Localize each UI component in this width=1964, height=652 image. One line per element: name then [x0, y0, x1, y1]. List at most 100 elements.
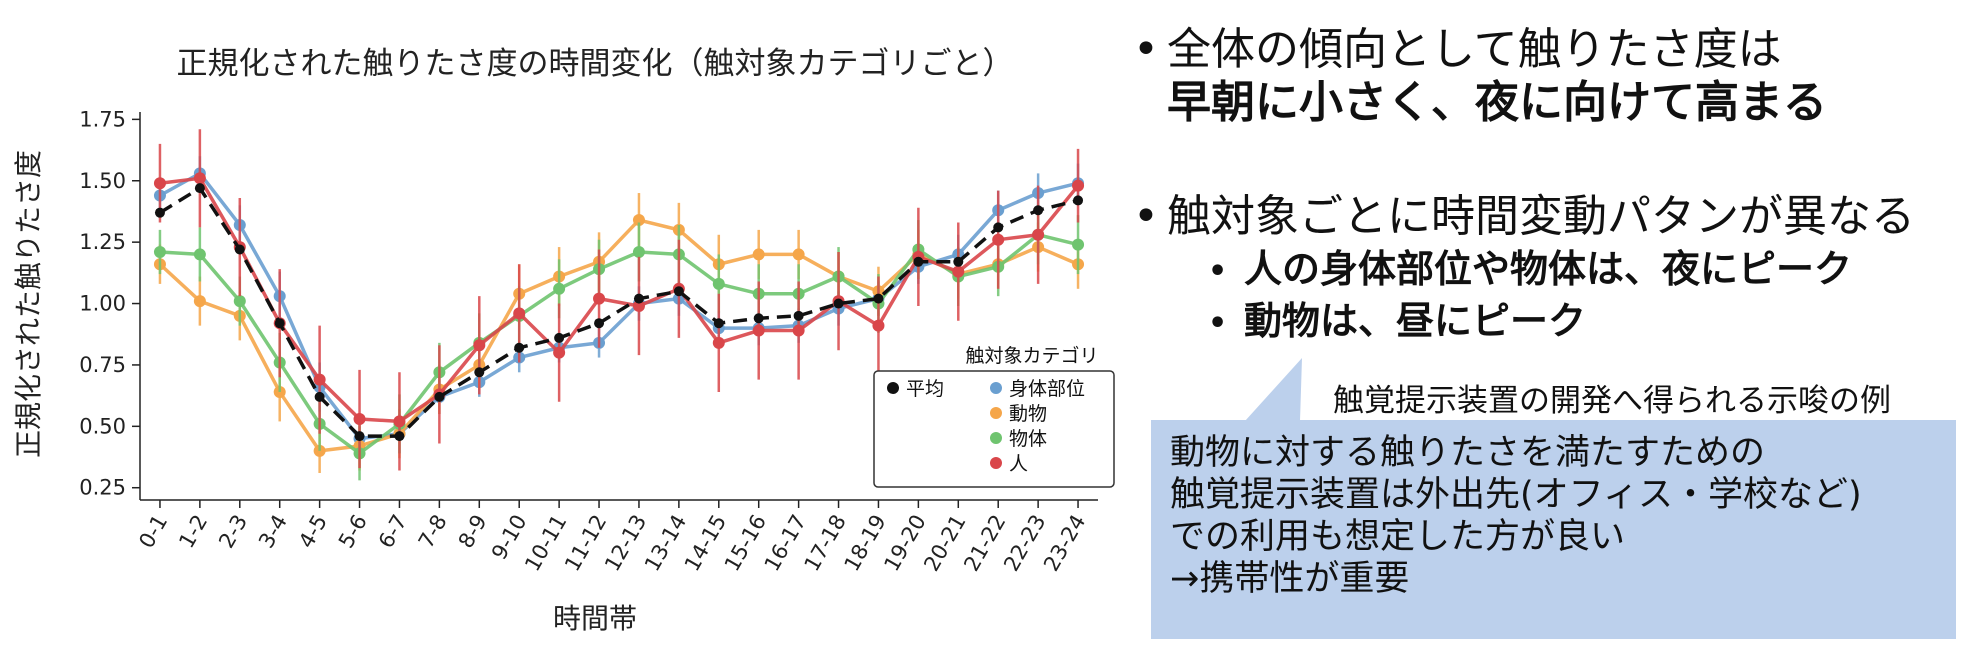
mean-point: [633, 293, 644, 304]
x-axis-label: 時間帯: [553, 602, 637, 635]
sub-bullet-2-text: 動物は、昼にピーク: [1244, 299, 1587, 343]
sub-bullet-1-text: 人の身体部位や物体は、夜にピーク: [1244, 247, 1853, 291]
mean-point: [913, 256, 924, 267]
x-tick-label: 1-2: [174, 511, 212, 553]
data-point: [1072, 238, 1085, 251]
x-tick-label: 3-4: [254, 511, 292, 553]
mean-point: [154, 207, 165, 218]
data-point: [792, 248, 805, 261]
legend-entry-身体部位: 身体部位: [990, 378, 1085, 400]
data-point: [393, 415, 406, 428]
legend-entry-動物: 動物: [990, 403, 1047, 425]
data-point: [153, 177, 166, 190]
sub-bullet-1: • 人の身体部位や物体は、夜にピーク: [1208, 247, 1852, 293]
callout-line-1: 動物に対する触りたさを満たすための: [1170, 433, 1766, 473]
data-point: [712, 277, 725, 290]
axes: 0.25 0.50 0.75 1.00 1.25 1.50 1.75 0-1 1-2 2-3 3-4…: [79, 107, 1098, 575]
legend-label: 物体: [1009, 428, 1047, 450]
series-mean: [154, 183, 1084, 442]
bullet-glyph: •: [1133, 191, 1159, 242]
data-point: [473, 339, 486, 352]
x-tick-label: 2-3: [214, 511, 252, 553]
mean-point: [274, 318, 285, 329]
data-point: [752, 248, 765, 261]
legend-label: 人: [1009, 453, 1028, 475]
legend-marker: [887, 382, 899, 394]
bullet-1-line-1: 全体の傾向として触りたさ度は: [1167, 24, 1782, 75]
mean-point: [194, 183, 205, 194]
data-point: [1072, 179, 1085, 192]
callout-text: 動物に対する触りたさを満たすための 触覚提示装置は外出先(オフィス・学校など) …: [1170, 432, 1862, 600]
bullet-2-text: 触対象ごとに時間変動パタンが異なる: [1167, 191, 1915, 242]
mean-point: [993, 222, 1004, 233]
data-point: [632, 214, 645, 227]
mean-point: [753, 313, 764, 324]
data-point: [792, 324, 805, 337]
mean-point: [234, 244, 245, 255]
legend-label: 平均: [906, 378, 944, 400]
legend-box: [873, 370, 1115, 488]
mean-point: [793, 310, 804, 321]
callout-box: [1151, 420, 1956, 639]
callout-line-4: →携帯性が重要: [1170, 559, 1410, 599]
mean-point: [1033, 205, 1044, 216]
x-tick-label: 6-7: [374, 511, 412, 553]
x-tick-label: 23-24: [1039, 511, 1090, 576]
mean-point: [434, 391, 445, 402]
data-point: [553, 346, 566, 359]
data-point: [992, 233, 1005, 246]
x-tick-label: 5-6: [334, 511, 372, 553]
legend-entry-人: 人: [990, 453, 1028, 475]
data-point: [632, 300, 645, 312]
legend-marker: [990, 432, 1002, 444]
data-point: [353, 412, 366, 425]
callout-line-2: 触覚提示装置は外出先(オフィス・学校など): [1170, 475, 1862, 515]
mean-point: [514, 342, 525, 353]
series-line: [159, 176, 1080, 424]
chart-title: 正規化された触りたさ度の時間変化（触対象カテゴリごと）: [177, 46, 1014, 82]
series-line: [159, 233, 1079, 456]
mean-point: [833, 298, 844, 309]
mean-point: [594, 318, 605, 329]
y-tick-label: 1.00: [79, 292, 126, 316]
x-tick-label: 4-5: [294, 511, 332, 553]
legend-label: 身体部位: [1009, 378, 1085, 400]
bullet-1-line-2: 早朝に小さく、夜に向けて高まる: [1167, 76, 1827, 128]
callout-caption: 触覚提示装置の開発へ得られる示唆の例: [1333, 383, 1891, 419]
legend-marker: [990, 457, 1002, 469]
legend-label: 動物: [1009, 403, 1047, 425]
mean-point: [713, 318, 724, 329]
mean-line: [159, 185, 1079, 438]
data-point: [1032, 228, 1045, 241]
data-point: [752, 324, 765, 337]
callout-line-3: での利用も想定した方が良い: [1170, 517, 1626, 557]
data-point: [513, 307, 526, 320]
data-point: [193, 172, 206, 185]
legend-marker: [990, 382, 1002, 394]
x-tick-label: 0-1: [134, 511, 172, 553]
data-point: [872, 319, 885, 332]
legend-entry-mean: 平均: [887, 378, 944, 400]
data-point: [553, 282, 566, 295]
y-tick-label: 1.75: [79, 107, 126, 131]
x-tick-label: 8-9: [454, 511, 492, 553]
mean-point: [394, 431, 405, 442]
y-tick-label: 1.50: [79, 169, 126, 193]
mean-point: [354, 431, 365, 442]
data-point: [712, 336, 725, 349]
sub-bullet-glyph: •: [1208, 305, 1228, 341]
data-point: [593, 292, 606, 305]
data-point: [153, 245, 166, 258]
sub-bullet-2: • 動物は、昼にピーク: [1208, 299, 1586, 345]
legend-entry-物体: 物体: [990, 428, 1047, 450]
data-point: [193, 295, 206, 308]
y-tick-label: 0.25: [79, 476, 126, 500]
y-tick-label: 1.25: [79, 230, 126, 254]
bullet-glyph: •: [1133, 24, 1159, 75]
data-point: [193, 248, 206, 261]
sub-bullet-glyph: •: [1208, 253, 1228, 289]
legend-marker: [990, 407, 1002, 419]
mean-point: [554, 332, 565, 343]
legend-title: 触対象カテゴリ: [965, 345, 1098, 367]
